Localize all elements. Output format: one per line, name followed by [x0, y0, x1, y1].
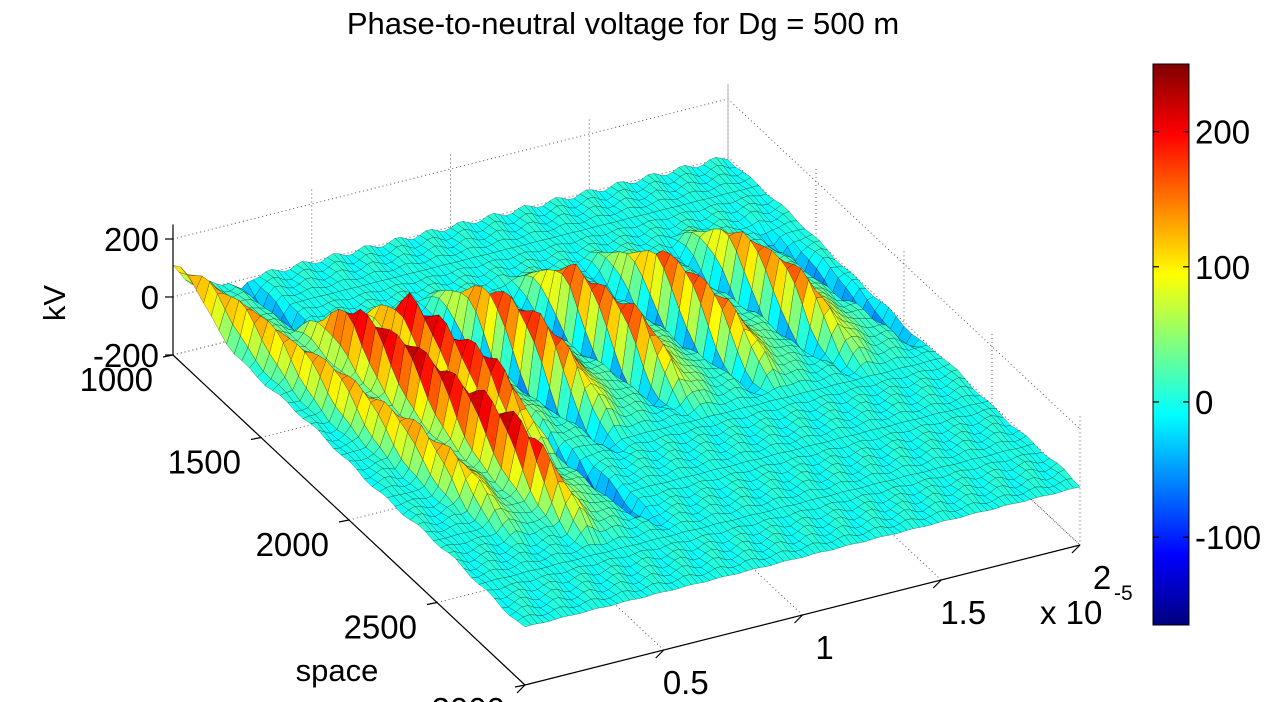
x-exponent-power: -5 [1114, 582, 1133, 605]
colorbar-tick-label: 0 [1195, 384, 1213, 421]
y-tick-label: 2500 [344, 609, 417, 646]
y-tick-mark [426, 601, 438, 606]
x-tick-label: 1.5 [940, 594, 986, 631]
x-tick-label: 1 [815, 629, 833, 666]
colorbar-tick-label: 100 [1195, 249, 1250, 286]
x-exponent-base: x 10 [1040, 594, 1102, 631]
x-tick-label: 0.5 [663, 664, 709, 701]
y-tick-mark [250, 436, 262, 441]
y-tick-label: 1500 [168, 444, 241, 481]
y-tick-mark [338, 519, 350, 523]
surface-plot [172, 156, 1081, 628]
colorbar-gradient [1152, 63, 1190, 626]
z-axis-label: kV [37, 285, 72, 322]
grid-line-z [172, 156, 1081, 488]
chart-title: Phase-to-neutral voltage for Dg = 500 m [347, 6, 899, 41]
colorbar-tick-label: -100 [1195, 519, 1261, 556]
x-exponent-label: x 10 -5 [1040, 582, 1133, 631]
x-tick-label: 2 [1093, 559, 1111, 596]
colorbar-tick-label: 200 [1195, 114, 1250, 151]
y-axis-label: space [296, 653, 379, 688]
colorbar: 200 100 0 -100 [1152, 63, 1261, 626]
z-tick-label: 0 [141, 279, 159, 316]
y-tick-label: 2000 [256, 526, 329, 563]
y-tick-label: 3000 [432, 691, 505, 702]
grid-line-z [172, 98, 1081, 430]
z-tick-label: -200 [93, 337, 159, 374]
z-tick-label: 200 [104, 221, 159, 258]
